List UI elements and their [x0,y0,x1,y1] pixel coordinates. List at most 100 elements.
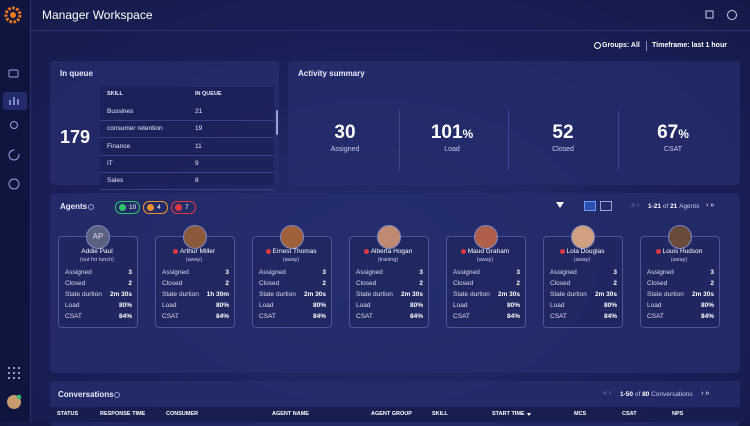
status-badge[interactable]: 10 [115,201,140,214]
stat-value: 84% [215,313,229,320]
chat-icon[interactable] [8,69,19,78]
stat-label: CSAT [259,313,276,320]
row-divider [100,171,274,173]
stat-value: 80% [118,302,132,309]
column-header: AGENT NAME [272,411,309,417]
stat-value: 3 [322,269,326,276]
stat-value: 2m 30s [109,291,132,298]
stat-value: 84% [700,313,714,320]
agent-card[interactable] [640,236,720,328]
agent-card[interactable] [252,236,332,328]
stat-value: 3 [613,269,617,276]
column-header: SKILL [107,91,123,97]
panel-title: Activity summary [298,69,365,78]
agent-status: (away) [573,257,591,263]
agent-card[interactable] [58,236,138,328]
column-header: MCS [574,411,587,417]
prev-arrows[interactable]: « ‹ [631,202,640,209]
stat-label: Closed [356,280,377,287]
row-divider [100,120,274,121]
stat-label: State durtion [453,291,490,298]
stat-label: Assigned [356,269,383,276]
prev-arrows[interactable]: « ‹ [603,390,612,397]
next-arrows[interactable]: › » [706,202,715,209]
stat-value: 2 [419,280,423,287]
stat-value: 2 [710,280,714,287]
column-header: RESPONSE TIME [100,411,146,417]
agent-avatar [571,225,595,249]
card-view[interactable] [584,201,596,211]
panel-title: In queue [60,69,93,78]
column-header: CONSUMER [166,411,199,417]
dashboard-icon[interactable] [9,97,19,105]
stat-label: Load [550,302,565,309]
stat-value: 3 [710,269,714,276]
stat-value: 3 [225,269,229,276]
stat-label: Closed [65,280,86,287]
pagination: 1-50 of 80 Conversations [620,391,693,398]
stat-value: 67% [623,122,723,144]
smiley-icon[interactable] [8,178,20,190]
sort-arrow[interactable] [527,413,531,416]
stat-value: 52 [513,122,613,144]
name: Addie Paul [81,248,113,255]
stat-label: Load [647,302,662,309]
stat-value: 2 [225,280,229,287]
stat-label: Assigned [162,269,189,276]
stat-value: 80% [409,302,423,309]
next-arrows[interactable]: › » [701,390,710,397]
sidebar [0,0,31,422]
value: 67 [657,122,679,143]
status-badge[interactable]: 7 [171,201,196,214]
scrollbar[interactable] [276,110,278,135]
stat-value: 84% [312,313,326,320]
stat-label: State durtion [356,291,393,298]
layers-icon[interactable] [705,10,714,19]
header-icons [705,10,737,20]
filter-icon[interactable] [556,202,564,208]
stat-value: 80% [312,302,326,309]
stat-value: 80% [215,302,229,309]
pagination-of: of [634,391,643,398]
list-view[interactable] [600,201,612,211]
agent-status: (away) [282,257,300,263]
stat-divider [507,110,509,170]
table-cell: Finance [107,142,131,150]
help-icon[interactable] [727,10,737,20]
active-item [3,92,27,110]
groups-icon [594,42,601,49]
agent-avatar: AP [86,225,110,249]
stat-label: Assigned [647,269,674,276]
table-cell: 9 [195,159,199,167]
pagination-noun: Conversations [651,391,693,398]
agent-status: (away) [476,257,494,263]
status-dot [460,248,466,254]
stat-value: 84% [118,313,132,320]
stat-label: State durtion [259,291,296,298]
apps-icon[interactable] [8,367,20,379]
badge-dot [147,204,154,211]
stat-label: Load [444,146,460,153]
logo[interactable] [4,6,22,24]
stat-value: 2 [128,280,132,287]
stat-divider [398,110,400,170]
stat-value: 2m 30s [400,291,423,298]
stat-value: 80% [603,302,617,309]
column-header: SKILL [432,411,448,417]
refresh-icon[interactable] [8,149,20,161]
status-badge[interactable]: 4 [143,201,168,214]
pagination-range: 1-50 [620,391,635,398]
table-cell: 11 [195,142,202,150]
agent-card[interactable] [349,236,429,328]
stat-label: Load [65,302,80,309]
timeframe-filter: Timeframe: last 1 hour [652,42,727,49]
name: Ernest Thomas [272,248,317,255]
column-header: AGENT GROUP [371,411,412,417]
column-header: NPS [672,411,684,417]
agent-status: (out for lunch) [80,257,114,263]
stat-value: 2 [322,280,326,287]
agent-card[interactable] [446,236,526,328]
person-icon[interactable] [10,121,18,129]
badge-dot [175,204,182,211]
table-cell: 21 [195,108,203,115]
